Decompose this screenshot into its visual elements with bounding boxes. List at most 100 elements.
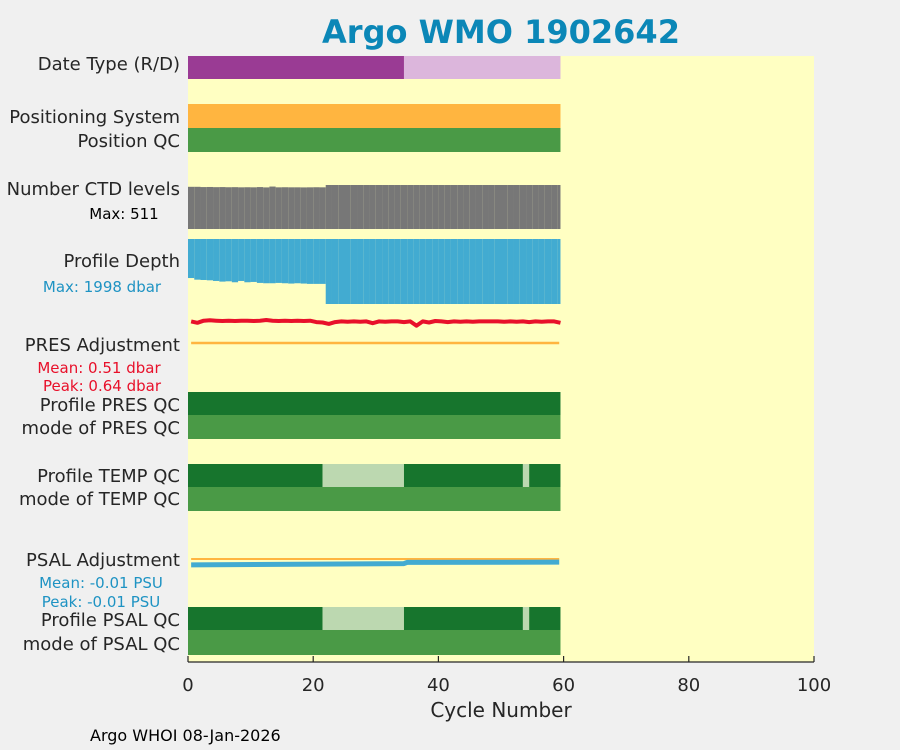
profile-depth-bar [369,239,376,304]
profile-depth-bar [501,239,508,304]
profile-pres-qc-bar [188,392,561,415]
profile-depth-bar [488,239,495,304]
ctd-levels-bar [338,185,345,229]
ctd-levels-bar [519,185,527,229]
profile-psal-qc-segment [403,607,523,630]
ctd-levels-bar [238,187,245,229]
profile-depth-bar [544,239,552,304]
ctd-levels-bar [319,187,326,229]
ctd-levels-bar [394,185,401,229]
label-mode-psal-qc: mode of PSAL QC [23,634,180,655]
ctd-max-label: Max: 511 [89,205,158,223]
profile-depth-bar [551,239,558,304]
profile-depth-bar [313,239,320,284]
ctd-levels-bar [281,187,289,229]
profile-depth-bar [388,239,395,304]
profile-depth-bar [538,239,545,304]
profile-depth-bar [231,239,239,283]
pres-peak-label: Peak: 0.64 dbar [43,377,162,395]
label-profile-temp-qc: Profile TEMP QC [37,466,180,487]
profile-depth-bar [200,239,207,280]
date-type-realtime-bar [188,56,404,79]
mode-pres-qc-bar [188,415,561,439]
ctd-levels-bar [507,185,514,229]
ctd-levels-bar [482,185,489,229]
profile-depth-bar [306,239,314,284]
ctd-levels-bar [294,187,301,229]
profile-depth-bar [382,239,389,304]
ctd-levels-bar [469,185,476,229]
profile-psal-qc-segment [522,607,530,630]
profile-temp-qc-segment [529,464,561,487]
ctd-levels-bar [488,185,495,229]
x-tick-label: 0 [182,675,193,696]
ctd-levels-bar [350,185,358,229]
profile-depth-bar [425,239,433,304]
profile-depth-bar [325,239,332,304]
profile-depth-bar [419,239,426,304]
ctd-levels-bar [375,185,383,229]
ctd-levels-bar [231,187,239,229]
profile-psal-qc-segment [529,607,561,630]
ctd-levels-bar [388,185,395,229]
profile-depth-bar [225,239,232,282]
ctd-levels-bar [457,185,464,229]
ctd-levels-bar [325,185,332,229]
ctd-levels-bar [382,185,389,229]
ctd-levels-bar [188,186,195,229]
ctd-levels-bar [432,185,439,229]
profile-depth-bar [463,239,470,304]
x-tick-label: 20 [302,675,325,696]
ctd-levels-bar [513,185,520,229]
ctd-levels-bar [551,185,558,229]
profile-depth-bar [363,239,370,304]
chart-title: Argo WMO 1902642 [322,13,680,51]
footer-credit: Argo WHOI 08-Jan-2026 [90,726,281,745]
ctd-levels-bar [557,185,561,229]
profile-depth-bar [256,239,264,283]
profile-depth-bar [250,239,257,282]
profile-depth-bar [319,239,326,284]
profile-depth-bar [557,239,561,304]
profile-depth-bar [407,239,414,304]
ctd-levels-bar [544,185,552,229]
profile-depth-bar [494,239,501,304]
pres-adjustment-line [190,318,561,328]
positioning-system-bar [188,104,561,128]
ctd-levels-bar [219,187,226,229]
profile-depth-bar [350,239,358,304]
profile-psal-qc-segment [188,607,323,630]
ctd-levels-bar [200,187,207,229]
x-tick-label: 40 [427,675,450,696]
ctd-levels-bar [250,187,257,229]
profile-depth-bar [275,239,282,283]
ctd-levels-bar [288,187,295,229]
profile-depth-bar [450,239,458,304]
label-positioning-system: Positioning System [9,107,180,128]
ctd-levels-bar [244,187,251,229]
profile-depth-bar [238,239,245,281]
profile-depth-bar [444,239,451,304]
ctd-levels-bar [463,185,470,229]
ctd-levels-bar [275,187,282,229]
ctd-levels-bar [225,187,232,229]
mode-psal-qc-bar [188,630,561,655]
profile-depth-bar [244,239,251,283]
ctd-levels-bar [269,186,276,229]
profile-depth-bar [400,239,408,304]
profile-depth-bar [269,239,276,284]
profile-depth-bar [457,239,464,304]
profile-depth-bar [519,239,527,304]
ctd-levels-bar [538,185,545,229]
profile-depth-bar [300,239,307,284]
ctd-levels-bar [413,185,420,229]
ctd-levels-bar [194,186,201,229]
profile-temp-qc-segment [322,464,404,487]
ctd-levels-bar [444,185,451,229]
ctd-levels-bar [438,185,445,229]
profile-depth-bar [413,239,420,304]
profile-depth-bar [206,239,214,281]
ctd-levels-bar [263,187,270,229]
pres-mean-label: Mean: 0.51 dbar [37,359,161,377]
